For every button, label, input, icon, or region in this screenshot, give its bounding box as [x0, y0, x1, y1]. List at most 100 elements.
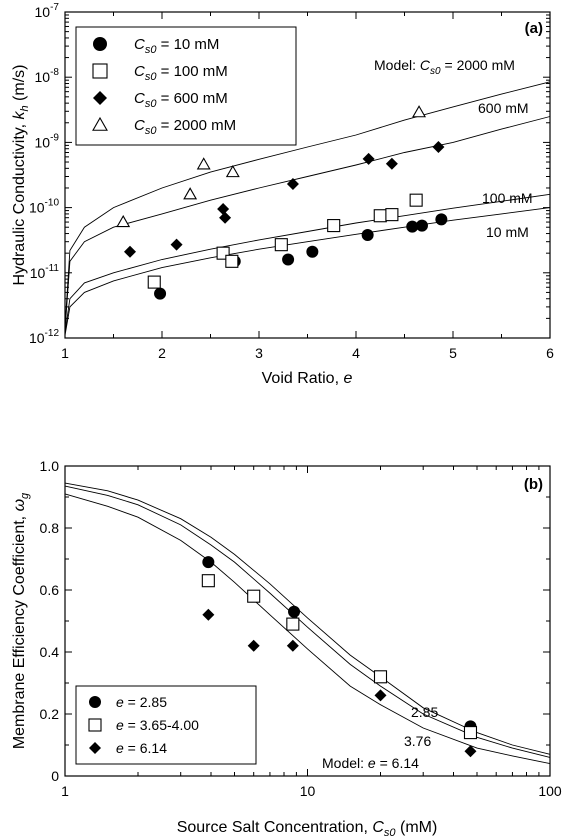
data-point-b-s1-3: [373, 670, 388, 684]
x-tick-label-a-3: 4: [352, 345, 360, 361]
legend-marker-b-2: [89, 742, 101, 754]
model-curve-labels-a: Model: Cs0 = 2000 mM 600 mM 100 mM 10 mM: [374, 57, 533, 240]
data-point-a-s0-4: [361, 228, 374, 241]
legend-entry-e285: e = 2.85: [116, 694, 167, 710]
model-curves-a: [64, 81, 551, 336]
data-point-a-s0-7: [435, 213, 448, 226]
y-tick-label-a-1: 10-11: [30, 263, 60, 281]
legend-entry-2000mM: Cs0 = 2000 mM: [134, 117, 236, 137]
y-tick-label-a-4: 10-8: [35, 67, 60, 85]
x-tick-labels-b: 1 10 100: [61, 783, 562, 799]
model-label-614: Model: e = 6.14: [322, 755, 419, 771]
data-point-b-s2-2: [286, 639, 299, 652]
x-tick-label-a-1: 2: [158, 345, 166, 361]
model-curve-a-1: [64, 116, 551, 331]
model-label-2000: Model: Cs0 = 2000 mM: [374, 57, 515, 77]
y-tick-label-b-5: 1.0: [40, 458, 60, 474]
model-label-285: 2.85: [411, 704, 438, 720]
x-tick-label-b-2: 100: [538, 783, 562, 799]
data-point-a-s0-6: [415, 219, 428, 232]
legend-marker-a-0: [93, 37, 107, 51]
data-point-a-s3-1: [183, 187, 198, 200]
model-label-376: 3.76: [404, 733, 431, 749]
data-point-a-s0-0: [154, 287, 167, 300]
data-point-a-s0-5: [406, 220, 419, 233]
ticks-b: [64, 465, 551, 777]
data-point-a-s2-7: [432, 141, 445, 154]
x-tick-label-a-2: 3: [255, 345, 263, 361]
legend-markers-a: [92, 37, 108, 131]
data-point-a-s2-3: [219, 211, 232, 224]
data-point-a-s2-5: [362, 152, 375, 165]
model-curve-labels-b: 2.85 3.76 Model: e = 6.14: [322, 704, 438, 771]
y-tick-label-a-2: 10-10: [29, 198, 59, 216]
y-tick-labels-b: 0 0.2 0.4 0.6 0.8 1.0: [40, 458, 60, 784]
y-tick-label-a-3: 10-9: [35, 132, 60, 150]
data-point-a-s3-4: [412, 105, 426, 118]
legend-marker-b-0: [89, 696, 101, 708]
legend-box-a: [75, 26, 297, 146]
data-point-b-s2-3: [374, 689, 387, 702]
data-point-b-s1-2: [286, 617, 300, 631]
y-tick-label-b-0: 0: [51, 768, 59, 784]
legend-entry-600mM: Cs0 = 600 mM: [134, 90, 228, 110]
data-point-b-s1-1: [247, 589, 261, 603]
y-tick-label-a-5: 10-7: [35, 2, 60, 20]
data-point-a-s3-2: [196, 157, 211, 170]
legend-box-b: [75, 685, 257, 765]
data-point-a-s3-0: [116, 214, 131, 228]
data-point-b-s2-1: [247, 639, 260, 652]
legend-b: e = 2.85 e = 3.65-4.00 e = 6.14: [75, 685, 257, 765]
data-point-a-s2-2: [217, 203, 230, 216]
legend-a: Cs0 = 10 mM Cs0 = 100 mM Cs0 = 600 mM Cs…: [75, 26, 297, 146]
data-point-a-s1-0: [147, 275, 161, 289]
y-tick-label-b-3: 0.6: [40, 582, 60, 598]
y-axis-label-b: Membrane Efficiency Coefficient, ωg: [11, 492, 31, 749]
legend-entry-e614: e = 6.14: [116, 740, 167, 756]
legend-marker-a-1: [92, 63, 108, 79]
x-tick-label-a-0: 1: [61, 345, 69, 361]
legend-entry-e365: e = 3.65-4.00: [116, 717, 199, 733]
data-point-b-s1-4: [463, 726, 478, 740]
legend-entry-100mM: Cs0 = 100 mM: [134, 63, 228, 83]
x-axis-label-b: Source Salt Concentration, Cs0 (mM): [177, 819, 438, 839]
y-tick-label-b-2: 0.4: [40, 644, 60, 660]
data-point-a-s0-3: [306, 245, 319, 258]
model-curve-a-3: [64, 207, 551, 336]
data-point-a-s1-6: [385, 208, 399, 222]
x-axis-label-a: Void Ratio, e: [262, 370, 353, 387]
y-tick-label-b-4: 0.8: [40, 520, 60, 536]
data-points-b: [201, 556, 478, 758]
legend-entry-10mM: Cs0 = 10 mM: [134, 36, 219, 56]
model-label-100: 100 mM: [482, 190, 533, 206]
data-points-a: [116, 105, 448, 300]
y-tick-label-a-0: 10-12: [29, 328, 59, 346]
data-point-b-s1-0: [201, 574, 215, 588]
data-point-a-s1-7: [409, 193, 423, 207]
data-point-b-s0-2: [288, 605, 301, 618]
model-label-10: 10 mM: [486, 224, 529, 240]
y-axis-label-a: Hydraulic Conductivity, kh (m/s): [11, 65, 31, 286]
x-tick-label-b-0: 1: [61, 783, 69, 799]
data-point-a-s2-6: [385, 157, 398, 170]
data-point-a-s2-1: [170, 238, 183, 251]
data-point-a-s2-4: [286, 178, 299, 191]
x-tick-labels-a: 1 2 3 4 5 6: [61, 345, 554, 361]
x-tick-label-a-5: 6: [546, 345, 554, 361]
data-point-a-s1-2: [225, 254, 239, 268]
legend-markers-b: [88, 696, 102, 754]
chart-panel-b: 2.85 3.76 Model: e = 6.14 1 10 100 0 0.2 0.4…: [11, 458, 562, 839]
y-tick-labels-a: 10-12 10-11 10-10 10-9 10-8 10-7: [29, 2, 59, 346]
data-point-a-s2-0: [123, 245, 136, 258]
panel-label-a: (a): [525, 20, 543, 37]
data-point-a-s1-5: [373, 209, 387, 223]
data-point-b-s2-4: [464, 745, 477, 758]
legend-marker-a-3: [92, 116, 108, 131]
legend-marker-b-1: [88, 718, 102, 732]
data-point-a-s1-4: [327, 219, 341, 233]
ticks-a: [64, 11, 551, 339]
model-label-600: 600 mM: [478, 100, 529, 116]
data-point-a-s1-3: [274, 238, 288, 252]
data-point-a-s3-3: [225, 165, 240, 178]
